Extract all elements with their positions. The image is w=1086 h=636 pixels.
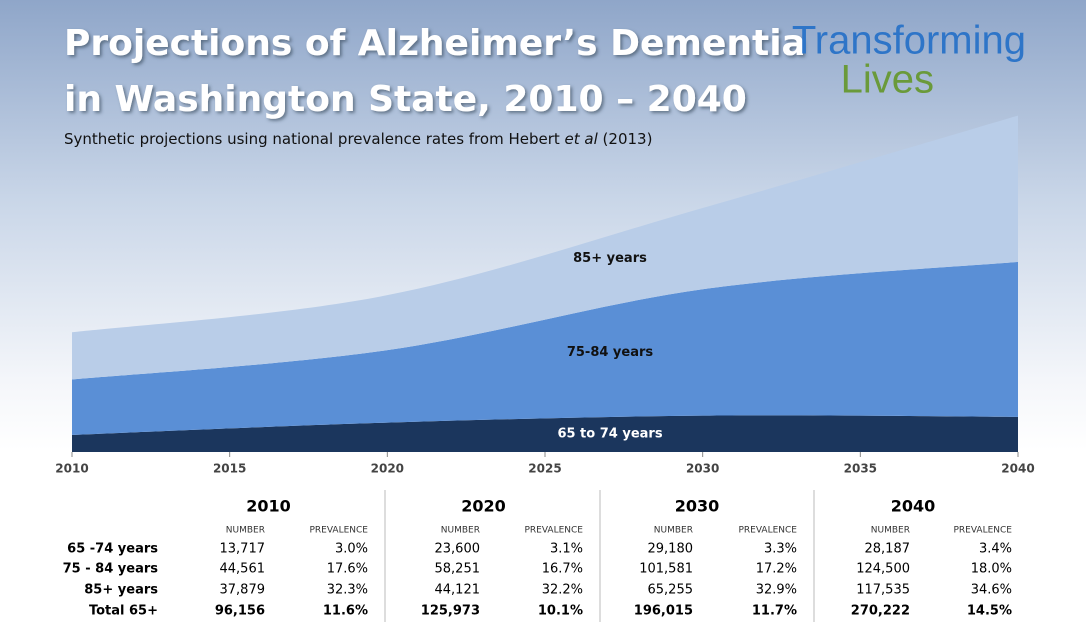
table-cell: 196,015: [634, 604, 693, 619]
table-cell: 65,255: [648, 583, 694, 598]
area-label: 65 to 74 years: [557, 426, 662, 441]
table-cell: 124,500: [856, 562, 910, 577]
row-label: 65 -74 years: [67, 542, 158, 557]
table-cell: 125,973: [421, 604, 480, 619]
table-cell: 18.0%: [971, 562, 1012, 577]
area: [72, 261, 1018, 435]
subtitle-text: Synthetic projections using national pre…: [64, 130, 565, 148]
table-cell: 101,581: [639, 562, 693, 577]
table-cell: 10.1%: [538, 604, 583, 619]
table-cell: 3.4%: [979, 542, 1012, 557]
table-cell: 34.6%: [971, 583, 1012, 598]
table-cell: 29,180: [648, 542, 694, 557]
table-subheader: PREVALENCE: [309, 526, 368, 536]
table-cell: 16.7%: [542, 562, 583, 577]
table-cell: 17.6%: [327, 562, 368, 577]
row-label: Total 65+: [89, 604, 158, 619]
table-year: 2040: [891, 497, 936, 516]
table-cell: 32.2%: [542, 583, 583, 598]
table-cell: 11.7%: [752, 604, 797, 619]
table-cell: 32.9%: [756, 583, 797, 598]
subtitle: Synthetic projections using national pre…: [64, 130, 652, 148]
area: [72, 115, 1018, 380]
title-line: Projections of Alzheimer’s Dementia: [64, 23, 806, 64]
table-year: 2010: [246, 497, 291, 516]
x-tick-label: 2025: [528, 462, 561, 476]
table-cell: 17.2%: [756, 562, 797, 577]
logo: Lives: [841, 58, 934, 102]
table-cell: 44,561: [220, 562, 266, 577]
table-cell: 117,535: [856, 583, 910, 598]
x-tick-label: 2020: [371, 462, 404, 476]
row-label: 85+ years: [84, 583, 158, 598]
area: [72, 415, 1018, 452]
table-cell: 37,879: [220, 583, 266, 598]
table-subheader: NUMBER: [226, 526, 265, 536]
table-cell: 58,251: [435, 562, 481, 577]
table-cell: 28,187: [865, 542, 911, 557]
table-year: 2020: [461, 497, 506, 516]
title-line: in Washington State, 2010 – 2040: [64, 79, 747, 120]
table-cell: 11.6%: [323, 604, 368, 619]
table-cell: 44,121: [435, 583, 481, 598]
subtitle-text: (2013): [597, 130, 653, 148]
table-cell: 14.5%: [967, 604, 1012, 619]
subtitle-text: et al: [564, 130, 598, 148]
table-subheader: NUMBER: [654, 526, 693, 536]
x-tick-label: 2035: [844, 462, 877, 476]
table-subheader: PREVALENCE: [953, 526, 1012, 536]
table-cell: 3.1%: [550, 542, 583, 557]
table-subheader: PREVALENCE: [524, 526, 583, 536]
table-year: 2030: [675, 497, 720, 516]
x-tick-label: 2015: [213, 462, 246, 476]
x-tick-label: 2040: [1001, 462, 1034, 476]
table-cell: 270,222: [851, 604, 910, 619]
area-label: 75-84 years: [567, 345, 654, 360]
table-subheader: NUMBER: [441, 526, 480, 536]
table-cell: 13,717: [220, 542, 266, 557]
x-tick-label: 2010: [55, 462, 88, 476]
x-tick-label: 2030: [686, 462, 719, 476]
table-cell: 3.0%: [335, 542, 368, 557]
area-label: 85+ years: [573, 251, 647, 266]
table-cell: 3.3%: [764, 542, 797, 557]
table-subheader: NUMBER: [871, 526, 910, 536]
table-cell: 23,600: [435, 542, 481, 557]
logo: Transforming: [792, 19, 1026, 63]
table-cell: 32.3%: [327, 583, 368, 598]
row-label: 75 - 84 years: [63, 562, 159, 577]
table-cell: 96,156: [215, 604, 265, 619]
table-subheader: PREVALENCE: [738, 526, 797, 536]
